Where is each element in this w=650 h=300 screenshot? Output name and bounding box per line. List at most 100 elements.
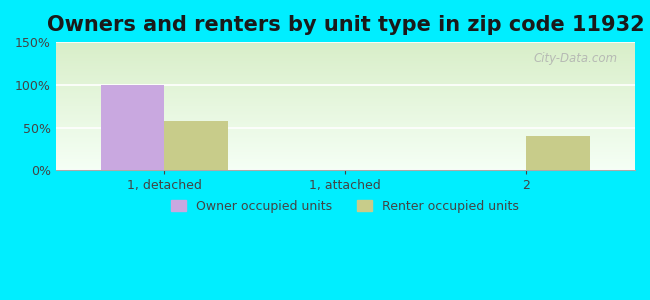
- Bar: [56, 86, 635, 87]
- Bar: [56, 159, 635, 160]
- Bar: [56, 118, 635, 119]
- Bar: [56, 44, 635, 45]
- Bar: [56, 168, 635, 169]
- Bar: [56, 160, 635, 161]
- Bar: [56, 64, 635, 65]
- Bar: [56, 158, 635, 159]
- Bar: [56, 75, 635, 76]
- Bar: [56, 152, 635, 153]
- Bar: [56, 50, 635, 51]
- Bar: [56, 131, 635, 132]
- Bar: [56, 72, 635, 73]
- Bar: [56, 74, 635, 75]
- Bar: [56, 57, 635, 58]
- Bar: [56, 108, 635, 109]
- Bar: [56, 92, 635, 93]
- Text: City-Data.com: City-Data.com: [534, 52, 618, 65]
- Bar: [56, 167, 635, 168]
- Bar: [56, 111, 635, 112]
- Bar: [56, 122, 635, 123]
- Bar: [56, 84, 635, 85]
- Bar: [56, 151, 635, 152]
- Bar: [56, 90, 635, 91]
- Bar: [56, 81, 635, 82]
- Bar: [56, 85, 635, 86]
- Bar: [56, 132, 635, 133]
- Bar: [101, 85, 164, 170]
- Bar: [56, 116, 635, 117]
- Bar: [56, 148, 635, 149]
- Bar: [56, 51, 635, 52]
- Bar: [56, 59, 635, 60]
- Bar: [56, 100, 635, 101]
- Bar: [56, 82, 635, 83]
- Bar: [56, 107, 635, 108]
- Bar: [56, 69, 635, 70]
- Bar: [56, 162, 635, 163]
- Bar: [56, 76, 635, 77]
- Bar: [526, 136, 590, 170]
- Bar: [56, 124, 635, 125]
- Bar: [56, 66, 635, 67]
- Bar: [56, 139, 635, 140]
- Bar: [56, 144, 635, 145]
- Bar: [56, 58, 635, 59]
- Bar: [56, 47, 635, 48]
- Bar: [56, 147, 635, 148]
- Bar: [56, 135, 635, 136]
- Bar: [56, 55, 635, 56]
- Bar: [56, 61, 635, 62]
- Bar: [56, 49, 635, 50]
- Bar: [56, 136, 635, 137]
- Bar: [56, 89, 635, 90]
- Bar: [56, 166, 635, 167]
- Bar: [56, 113, 635, 114]
- Bar: [56, 77, 635, 78]
- Bar: [56, 102, 635, 103]
- Bar: [56, 161, 635, 162]
- Bar: [56, 101, 635, 102]
- Bar: [56, 155, 635, 156]
- Bar: [56, 87, 635, 88]
- Bar: [56, 53, 635, 54]
- Bar: [56, 115, 635, 116]
- Bar: [56, 126, 635, 127]
- Bar: [56, 129, 635, 130]
- Bar: [56, 117, 635, 118]
- Bar: [56, 149, 635, 150]
- Bar: [56, 62, 635, 63]
- Bar: [56, 141, 635, 142]
- Bar: [56, 138, 635, 139]
- Bar: [56, 56, 635, 57]
- Bar: [56, 114, 635, 115]
- Bar: [56, 80, 635, 81]
- Bar: [56, 60, 635, 61]
- Bar: [56, 98, 635, 99]
- Bar: [56, 48, 635, 49]
- Bar: [56, 109, 635, 110]
- Bar: [56, 52, 635, 53]
- Bar: [56, 154, 635, 155]
- Bar: [56, 83, 635, 84]
- Bar: [56, 99, 635, 100]
- Bar: [56, 142, 635, 143]
- Bar: [56, 112, 635, 113]
- Bar: [56, 106, 635, 107]
- Bar: [56, 93, 635, 94]
- Bar: [56, 134, 635, 135]
- Bar: [56, 165, 635, 166]
- Title: Owners and renters by unit type in zip code 11932: Owners and renters by unit type in zip c…: [47, 15, 644, 35]
- Bar: [56, 79, 635, 80]
- Bar: [56, 153, 635, 154]
- Bar: [56, 156, 635, 157]
- Bar: [56, 140, 635, 141]
- Bar: [56, 96, 635, 97]
- Bar: [56, 105, 635, 106]
- Bar: [56, 54, 635, 55]
- Bar: [56, 143, 635, 144]
- Bar: [56, 169, 635, 170]
- Bar: [56, 146, 635, 147]
- Bar: [56, 123, 635, 124]
- Bar: [56, 46, 635, 47]
- Bar: [56, 150, 635, 151]
